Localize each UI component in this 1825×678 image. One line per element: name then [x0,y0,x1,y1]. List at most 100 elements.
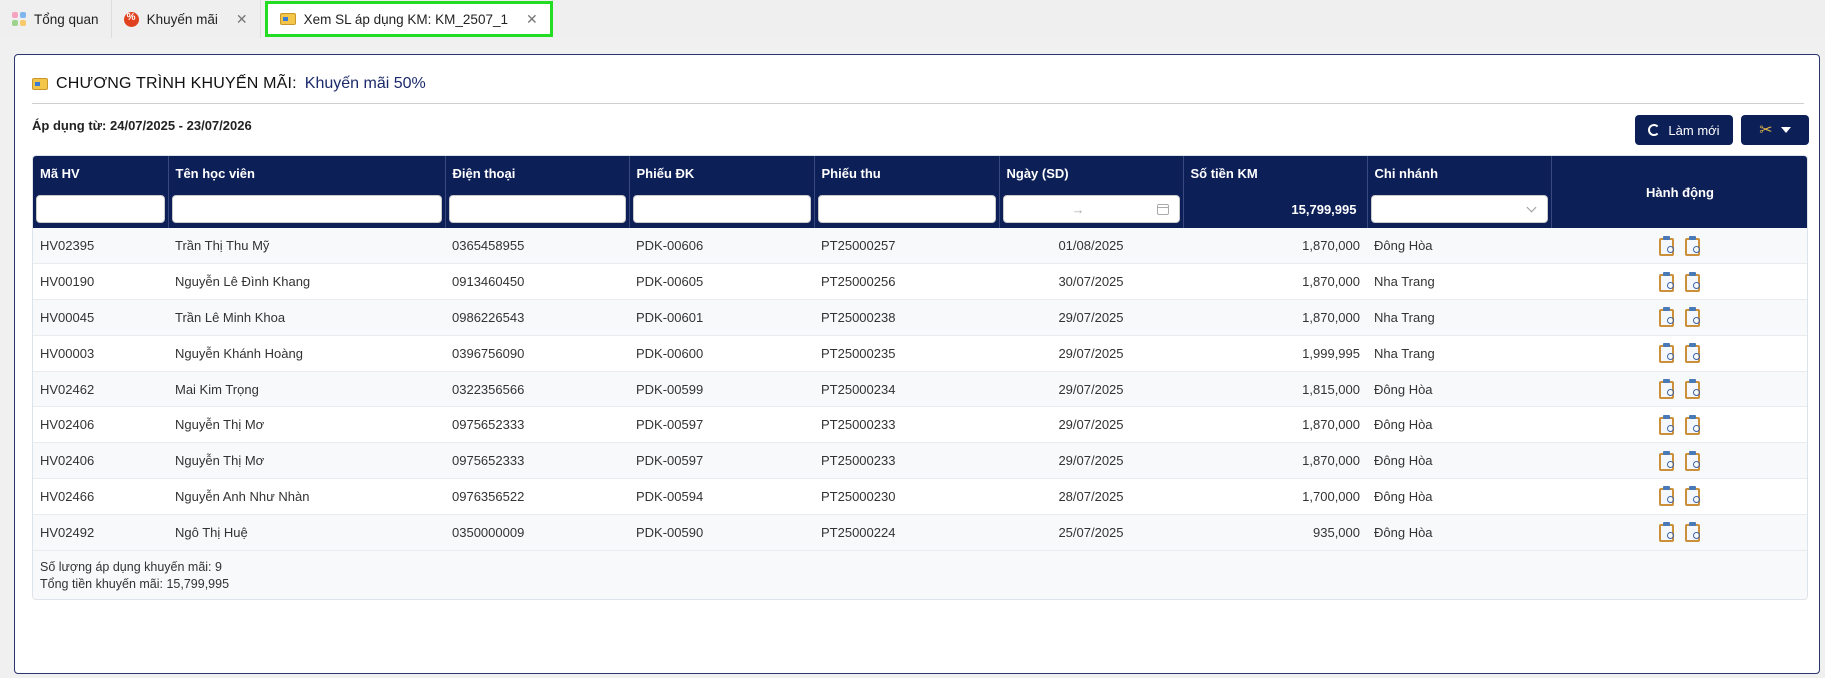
cell-chi-nhanh: Nha Trang [1367,299,1551,336]
filter-ten-input[interactable] [171,195,442,223]
close-icon[interactable]: ✕ [235,10,248,27]
filter-phieu-dk-input[interactable] [632,195,811,223]
column-header-ma-hv[interactable]: Mã HV [33,156,169,190]
cell-ma-hv: HV00045 [33,299,168,336]
refresh-button[interactable]: Làm mới [1635,115,1733,145]
cell-ngay: 28/07/2025 [999,478,1183,515]
column-header-so-tien-km[interactable]: Số tiền KM [1183,156,1368,190]
view-details-icon[interactable] [1658,522,1676,543]
cell-ten-hoc-vien: Nguyễn Thị Mơ [168,406,445,444]
filter-dien-thoai-input[interactable] [448,195,626,223]
tab-promotions[interactable]: Khuyến mãi ✕ [112,0,261,38]
cell-actions [1551,228,1807,265]
column-header-chi-nhanh[interactable]: Chi nhánh [1367,156,1552,190]
filter-phieu-thu-input[interactable] [817,195,996,223]
table-footer: Số lượng áp dụng khuyến mãi: 9 Tổng tiền… [33,550,1807,599]
cell-dien-thoai: 0350000009 [445,514,629,551]
cell-ten-hoc-vien: Nguyễn Anh Như Nhàn [168,478,445,515]
cell-actions [1551,299,1807,336]
refresh-button-label: Làm mới [1668,122,1720,138]
view-details-icon[interactable] [1658,379,1676,400]
cell-phieu-thu: PT25000257 [814,228,999,265]
page-title: CHƯƠNG TRÌNH KHUYẾN MÃI: Khuyến mãi 50% [32,75,426,93]
filter-date-range-picker[interactable]: → [1002,195,1180,223]
cell-ngay: 29/07/2025 [999,406,1183,444]
tab-overview[interactable]: Tổng quan [0,0,112,38]
view-receipt-icon[interactable] [1684,379,1702,400]
filter-cell [168,190,446,228]
cell-dien-thoai: 0986226543 [445,299,629,336]
view-details-icon[interactable] [1658,486,1676,507]
cell-ma-hv: HV02466 [33,478,168,515]
cell-actions [1551,263,1807,301]
cell-dien-thoai: 0975652333 [445,406,629,444]
tools-dropdown-button[interactable]: ✂ [1741,115,1809,145]
cell-ten-hoc-vien: Nguyễn Thị Mơ [168,442,445,480]
view-receipt-icon[interactable] [1684,450,1702,471]
cell-ngay: 29/07/2025 [999,371,1183,408]
view-details-icon[interactable] [1658,414,1676,435]
cell-chi-nhanh: Đông Hòa [1367,228,1551,265]
table-row[interactable]: HV02492 Ngô Thị Huệ 0350000009 PDK-00590 PT2… [33,514,1807,551]
close-icon[interactable]: ✕ [525,10,538,27]
filter-ma-hv-input[interactable] [36,195,165,223]
table-row[interactable]: HV02406 Nguyễn Thị Mơ 0975652333 PDK-00597 P… [33,406,1807,444]
cell-phieu-dk: PDK-00599 [629,371,814,408]
view-receipt-icon[interactable] [1684,307,1702,328]
view-details-icon[interactable] [1658,271,1676,292]
table-row[interactable]: HV00045 Trần Lê Minh Khoa 0986226543 PDK-00… [33,299,1807,336]
table-row[interactable]: HV02466 Nguyễn Anh Như Nhàn 0976356522 PDK-… [33,478,1807,515]
column-header-phieu-thu[interactable]: Phiếu thu [814,156,1000,190]
column-header-hanh-dong: Hành động [1551,156,1807,228]
cell-ten-hoc-vien: Nguyễn Lê Đình Khang [168,263,445,301]
table-row[interactable]: HV02406 Nguyễn Thị Mơ 0975652333 PDK-00597 P… [33,442,1807,480]
view-details-icon[interactable] [1658,235,1676,256]
cell-ma-hv: HV00190 [33,263,168,301]
promotion-name: Khuyến mãi 50% [304,75,426,92]
cell-phieu-thu: PT25000256 [814,263,999,301]
usage-count: Số lượng áp dụng khuyến mãi: 9 [40,559,222,574]
filter-cell [629,190,815,228]
table-row[interactable]: HV00003 Nguyễn Khánh Hoàng 0396756090 PDK-0… [33,335,1807,372]
filter-chi-nhanh-select[interactable] [1370,195,1548,223]
page-title-prefix: CHƯƠNG TRÌNH KHUYẾN MÃI: [56,75,297,92]
cell-phieu-dk: PDK-00590 [629,514,814,551]
cell-ngay: 01/08/2025 [999,228,1183,265]
cell-actions [1551,442,1807,480]
column-header-ten-hoc-vien[interactable]: Tên học viên [168,156,446,190]
table-row[interactable]: HV00190 Nguyễn Lê Đình Khang 0913460450 PDK… [33,263,1807,301]
column-header-dien-thoai[interactable]: Điện thoại [445,156,630,190]
cell-chi-nhanh: Đông Hòa [1367,514,1551,551]
column-header-phieu-dk[interactable]: Phiếu ĐK [629,156,815,190]
cell-dien-thoai: 0913460450 [445,263,629,301]
cell-so-tien-km: 1,815,000 [1183,371,1367,408]
view-receipt-icon[interactable] [1684,414,1702,435]
view-receipt-icon[interactable] [1684,522,1702,543]
cell-ma-hv: HV02406 [33,442,168,480]
view-receipt-icon[interactable] [1684,271,1702,292]
table-body: HV02395 Trần Thị Thu Mỹ 0365458955 PDK-0060… [33,228,1807,551]
cell-chi-nhanh: Đông Hòa [1367,478,1551,515]
cell-ten-hoc-vien: Trần Thị Thu Mỹ [168,228,445,265]
view-receipt-icon[interactable] [1684,343,1702,364]
filter-cell: → [999,190,1184,228]
view-details-icon[interactable] [1658,450,1676,471]
cell-phieu-dk: PDK-00597 [629,406,814,444]
column-header-ngay[interactable]: Ngày (SD) [999,156,1184,190]
cell-actions [1551,406,1807,444]
cell-actions [1551,478,1807,515]
cell-ma-hv: HV00003 [33,335,168,372]
view-receipt-icon[interactable] [1684,486,1702,507]
table-row[interactable]: HV02395 Trần Thị Thu Mỹ 0365458955 PDK-0060… [33,228,1807,265]
view-details-icon[interactable] [1658,343,1676,364]
divider [32,103,1804,104]
cell-so-tien-km: 1,870,000 [1183,228,1367,265]
table-row[interactable]: HV02462 Mai Kim Trọng 0322356566 PDK-00599 P… [33,371,1807,408]
tab-promotion-usage[interactable]: Xem SL áp dụng KM: KM_2507_1 ✕ [264,1,553,37]
view-receipt-icon[interactable] [1684,235,1702,256]
cell-ngay: 29/07/2025 [999,299,1183,336]
cell-ten-hoc-vien: Trần Lê Minh Khoa [168,299,445,336]
cell-so-tien-km: 1,870,000 [1183,406,1367,444]
view-details-icon[interactable] [1658,307,1676,328]
ticket-icon [32,78,48,90]
